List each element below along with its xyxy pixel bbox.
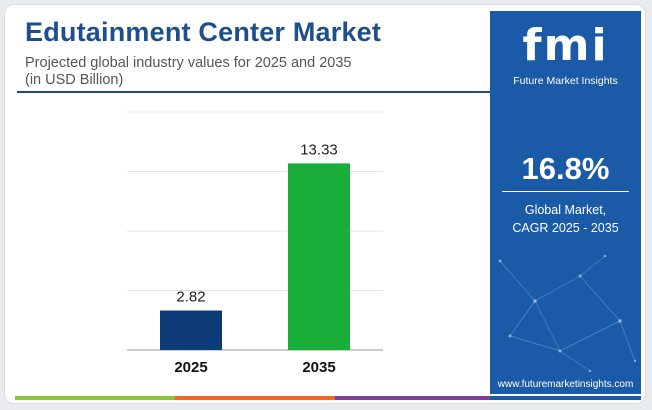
subtitle-line-2: (in USD Billion): [25, 72, 124, 88]
footer-stripe-orange: [175, 396, 335, 400]
summary-panel: fmi Future Market Insights 16.8% Global …: [490, 11, 641, 394]
footer-stripe-green: [15, 396, 175, 400]
page-title: Edutainment Center Market: [25, 17, 382, 47]
website-url[interactable]: www.futuremarketinsights.com: [497, 379, 634, 390]
logo-caption: Future Market Insights: [513, 75, 618, 87]
cagr-label: Global Market, CAGR 2025 - 2035: [490, 201, 641, 237]
infographic-card: Edutainment Center Market Projected glob…: [4, 4, 646, 404]
x-tick-label: 2025: [174, 359, 207, 376]
subtitle-line-1: Projected global industry values for 202…: [25, 55, 352, 71]
cagr-value: 16.8%: [521, 151, 610, 186]
bar-chart: 2.82 2025 13.33 2035: [127, 111, 383, 376]
x-tick-label: 2035: [302, 359, 335, 376]
cagr-divider: [502, 191, 629, 192]
cagr-label-line-2: CAGR 2025 - 2035: [512, 221, 619, 235]
bar: [160, 310, 222, 350]
network-graphic: [498, 254, 637, 373]
header-divider: [17, 91, 493, 93]
data-label: 2.82: [176, 289, 205, 306]
fmi-logo: fmi: [522, 20, 609, 71]
data-label: 13.33: [300, 141, 338, 158]
page-subtitle: Projected global industry values for 202…: [25, 55, 475, 89]
footer-stripe-blue: [490, 396, 641, 400]
cagr-label-line-1: Global Market,: [524, 203, 607, 217]
footer-stripe-purple: [335, 396, 490, 400]
bar: [288, 163, 350, 350]
